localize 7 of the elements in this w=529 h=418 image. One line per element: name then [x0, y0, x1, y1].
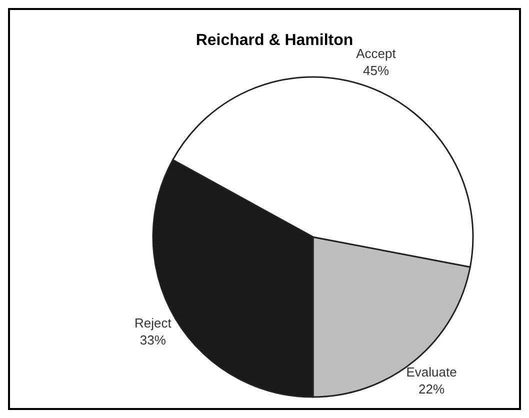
slice-label: Evaluate: [406, 364, 457, 380]
chart-title: Reichard & Hamilton: [196, 32, 354, 49]
data-label: 45%: [362, 62, 390, 78]
slice-label: Accept: [356, 46, 396, 61]
data-label: 33%: [140, 332, 166, 348]
data-label: 22%: [418, 381, 446, 396]
slice-label: Reject: [134, 316, 172, 331]
